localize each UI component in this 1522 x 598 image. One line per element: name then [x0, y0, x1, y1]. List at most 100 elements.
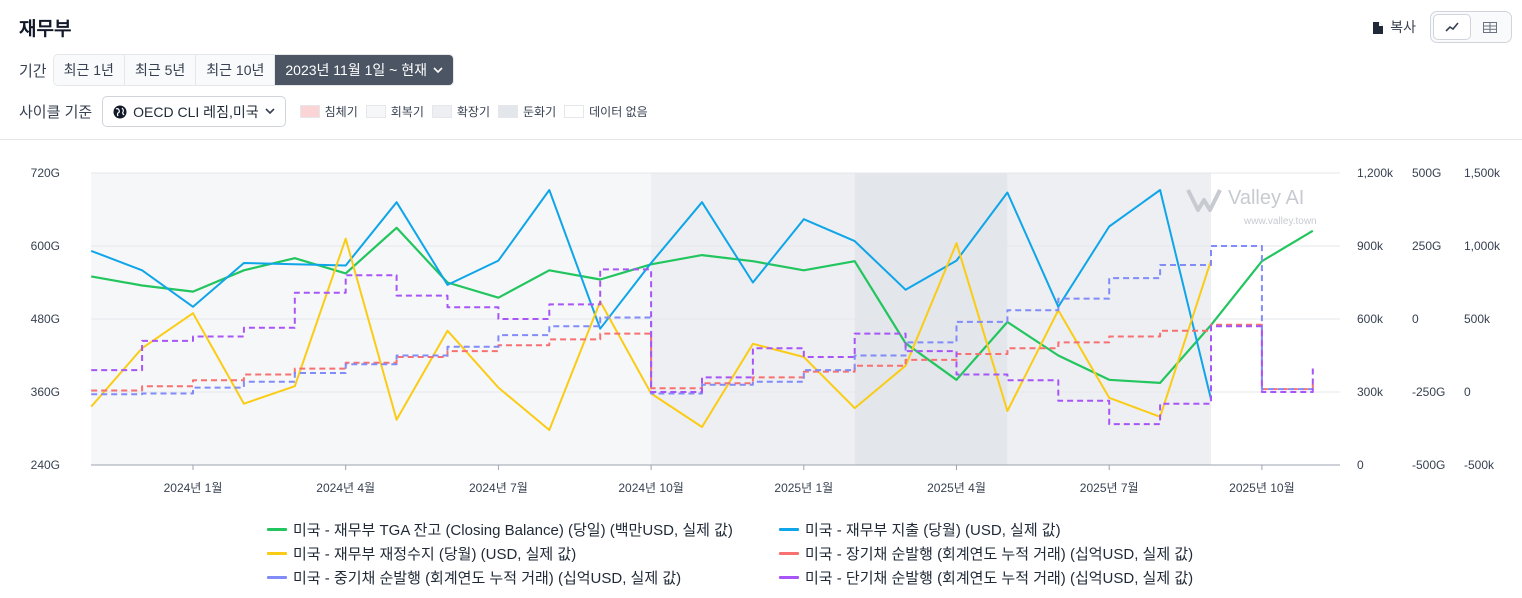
y-tick-label: 360G: [31, 385, 60, 399]
series-lines: [90, 189, 1314, 431]
legend-label: 미국 - 단기채 순발행 (회계연도 누적 거래) (십억USD, 실제 값): [805, 569, 1194, 587]
table-icon: [1483, 21, 1497, 33]
y-tick-label: 1,000k: [1464, 239, 1501, 253]
cycle-label: 사이클 기준: [19, 104, 93, 121]
phase-no-data: 데이터 없음: [564, 103, 648, 120]
y-tick-label: -500k: [1464, 458, 1495, 472]
x-tick-label: 2024년 10월: [618, 481, 683, 495]
legend-item-balance[interactable]: 미국 - 재무부 재정수지 (당월) (USD, 실제 값): [267, 543, 779, 563]
page-title: 재무부: [19, 19, 72, 40]
period-label: 기간: [19, 62, 47, 80]
series-line: [91, 226, 1314, 384]
y-tick-label: -500G: [1412, 458, 1445, 472]
period-custom-range-button[interactable]: 2023년 11월 1일 ~ 현재: [275, 55, 453, 85]
period-option-5y[interactable]: 최근 5년: [124, 55, 197, 85]
series-line: [91, 245, 1314, 396]
y-tick-label: 0: [1412, 312, 1419, 326]
y-tick-label: 250G: [1412, 239, 1441, 253]
y-tick-label: 600k: [1357, 312, 1384, 326]
legend-line-swatch: [267, 527, 287, 531]
watermark-brand: Valley AI: [1228, 187, 1304, 209]
legend-label: 미국 - 재무부 지출 (당월) (USD, 실제 값): [805, 521, 1061, 539]
chevron-down-icon: [265, 108, 275, 115]
cycle-select[interactable]: OECD CLI 레짐,미국: [102, 96, 286, 127]
y-tick-label: 0: [1357, 458, 1364, 472]
phase-swatch: [431, 105, 452, 118]
legend-line-swatch: [267, 575, 287, 579]
legend-item-bonds[interactable]: 미국 - 장기채 순발행 (회계연도 누적 거래) (십억USD, 실제 값): [779, 543, 1267, 563]
legend-label: 미국 - 재무부 재정수지 (당월) (USD, 실제 값): [293, 545, 577, 563]
legend-item-outlays[interactable]: 미국 - 재무부 지출 (당월) (USD, 실제 값): [779, 519, 1267, 539]
x-tick-label: 2025년 7월: [1080, 481, 1139, 495]
x-tick-label: 2024년 1월: [164, 481, 223, 495]
valley-logo-icon: [1186, 189, 1222, 212]
copy-label: 복사: [1390, 19, 1416, 35]
period-option-10y[interactable]: 최근 10년: [196, 55, 276, 85]
divider: [0, 139, 1522, 140]
y-tick-label: -250G: [1412, 385, 1445, 399]
y-tick-label: 500k: [1464, 312, 1491, 326]
phase-slowdown: 둔화기: [497, 103, 557, 120]
legend-label: 미국 - 장기채 순발행 (회계연도 누적 거래) (십억USD, 실제 값): [805, 545, 1194, 563]
period-custom-range-label: 2023년 11월 1일 ~ 현재: [285, 62, 427, 78]
copy-icon: [1373, 21, 1384, 34]
table-view-button[interactable]: [1471, 14, 1509, 40]
legend-item-notes[interactable]: 미국 - 중기채 순발행 (회계연도 누적 거래) (십억USD, 실제 값): [267, 567, 779, 587]
cycle-row: 사이클 기준 OECD CLI 레짐,미국 침체기 회복기 확장기 둔화기 데이…: [19, 96, 648, 127]
y-tick-label: 1,200k: [1357, 166, 1394, 180]
y-tick-label: 600G: [31, 239, 60, 253]
period-option-1y[interactable]: 최근 1년: [53, 55, 125, 85]
watermark: Valley AI www.valley.town: [1186, 187, 1317, 227]
phase-label: 확장기: [456, 105, 490, 119]
globe-icon: [113, 105, 127, 118]
view-toggle: [1430, 11, 1512, 43]
x-tick-label: 2025년 10월: [1229, 481, 1294, 495]
y-tick-label: 300k: [1357, 385, 1384, 399]
y-tick-label: 480G: [31, 312, 60, 326]
phase-expansion: 확장기: [431, 103, 490, 120]
legend-line-swatch: [779, 527, 799, 531]
legend-label: 미국 - 재무부 TGA 잔고 (Closing Balance) (당일) (…: [293, 521, 733, 539]
line-chart-view-button[interactable]: [1433, 14, 1471, 40]
y-tick-label: 900k: [1357, 239, 1384, 253]
y-tick-label: 0: [1464, 385, 1471, 399]
phase-legend: 침체기 회복기 확장기 둔화기 데이터 없음: [299, 103, 648, 120]
legend-item-tga[interactable]: 미국 - 재무부 TGA 잔고 (Closing Balance) (당일) (…: [267, 519, 779, 539]
y-tick-label: 720G: [31, 166, 60, 180]
watermark-url: www.valley.town: [1243, 216, 1317, 227]
treasury-chart: Valley AI www.valley.town 720G 600G 480G 36…: [31, 166, 1501, 495]
phase-label: 데이터 없음: [589, 105, 648, 119]
phase-swatch: [299, 105, 320, 118]
x-tick-label: 2024년 7월: [469, 481, 528, 495]
phase-swatch: [497, 105, 518, 118]
legend-label: 미국 - 중기채 순발행 (회계연도 누적 거래) (십억USD, 실제 값): [293, 569, 682, 587]
phase-recession: 침체기: [299, 103, 358, 120]
y-tick-label: 240G: [31, 458, 60, 472]
copy-button[interactable]: 복사: [1371, 17, 1416, 37]
series-line: [90, 189, 1212, 400]
chevron-down-icon: [433, 66, 443, 73]
y-tick-label: 1,500k: [1464, 166, 1501, 180]
phase-recovery: 회복기: [365, 103, 424, 120]
legend-line-swatch: [779, 575, 799, 579]
legend-line-swatch: [267, 551, 287, 555]
top-actions: 복사: [1371, 11, 1512, 43]
period-row: 기간 최근 1년 최근 5년 최근 10년 2023년 11월 1일 ~ 현재: [19, 54, 454, 86]
legend-item-bills[interactable]: 미국 - 단기채 순발행 (회계연도 누적 거래) (십억USD, 실제 값): [779, 567, 1267, 587]
series-legend: 미국 - 재무부 TGA 잔고 (Closing Balance) (당일) (…: [267, 519, 1267, 587]
series-line: [91, 323, 1314, 392]
y-tick-label: 500G: [1412, 166, 1441, 180]
line-chart-icon: [1445, 22, 1459, 32]
series-line: [91, 268, 1314, 426]
legend-line-swatch: [779, 551, 799, 555]
grid-lines: [91, 172, 1340, 466]
x-tick-label: 2025년 1월: [774, 481, 833, 495]
phase-label: 회복기: [390, 105, 424, 119]
cycle-select-value: OECD CLI 레짐,미국: [133, 103, 259, 120]
phase-swatch: [365, 105, 386, 118]
phase-swatch: [564, 105, 585, 118]
phase-label: 침체기: [324, 105, 358, 119]
phase-label: 둔화기: [522, 105, 557, 119]
period-selector: 최근 1년 최근 5년 최근 10년 2023년 11월 1일 ~ 현재: [52, 54, 454, 86]
x-tick-label: 2025년 4월: [927, 481, 986, 495]
